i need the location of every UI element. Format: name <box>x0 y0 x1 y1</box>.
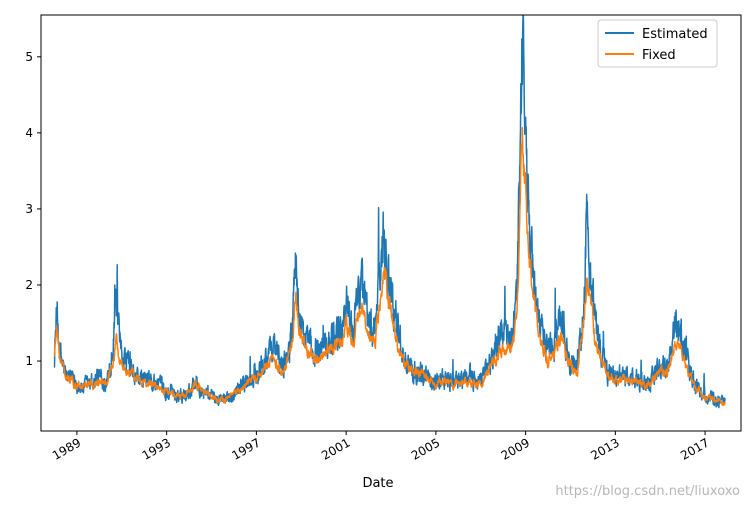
x-tick-label: 1997 <box>229 435 262 462</box>
y-tick-label: 3 <box>25 202 33 216</box>
legend-label-estimated: Estimated <box>642 27 708 42</box>
y-tick-label: 4 <box>25 126 33 140</box>
legend-box <box>597 19 718 68</box>
x-tick-label: 2005 <box>409 435 442 462</box>
x-tick-label: 1993 <box>140 435 173 462</box>
watermark-text: https://blog.csdn.net/liuxoxo <box>555 484 740 499</box>
plot-area-frame <box>40 14 742 432</box>
x-tick-label: 1989 <box>50 435 83 462</box>
series-line-fixed <box>53 127 726 407</box>
x-axis: 1989 1993 1997 2001 2005 2009 2013 2017 <box>50 431 712 463</box>
x-tick-label: 2017 <box>678 435 711 462</box>
y-axis: 1 2 3 4 5 <box>25 50 41 368</box>
y-tick-label: 5 <box>25 50 33 64</box>
legend: Estimated Fixed <box>597 19 718 68</box>
y-tick-label: 1 <box>25 354 33 368</box>
x-axis-label: Date <box>362 476 393 491</box>
x-tick-label: 2013 <box>588 435 621 462</box>
x-tick-label: 2001 <box>319 435 352 462</box>
x-tick-label: 2009 <box>499 435 532 462</box>
legend-label-fixed: Fixed <box>642 48 676 63</box>
series-layer <box>53 15 726 409</box>
y-tick-label: 2 <box>25 278 33 292</box>
